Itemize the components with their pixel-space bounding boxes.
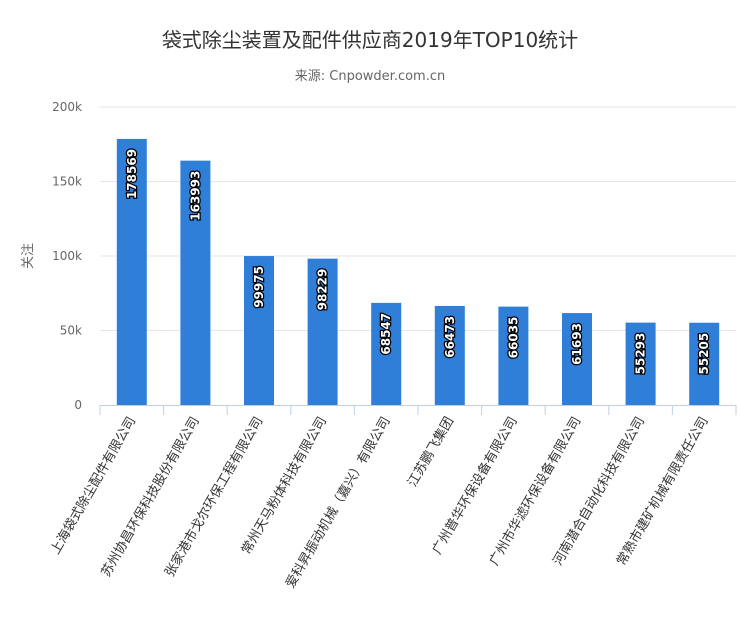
bars [116,138,720,405]
data-label: 163993 [188,171,202,221]
y-axis-label: 关注 [21,243,36,269]
y-tick-label: 150k [52,175,82,189]
data-label: 61693 [570,323,584,365]
y-tick-label: 0 [74,398,82,412]
bar[interactable] [625,322,656,405]
data-label: 66035 [506,317,520,359]
x-axis-ticks: 上海袋式除尘配件有限公司苏州协昌环保科技股份有限公司张家港市戈尔环保工程有限公司… [48,414,711,591]
data-label: 178569 [125,149,139,199]
y-tick-label: 50k [60,324,82,338]
x-axis [99,405,737,415]
bar[interactable] [116,138,147,405]
data-label: 98229 [316,269,330,311]
data-label: 55293 [634,333,648,375]
bar[interactable] [244,256,274,405]
chart-title: 袋式除尘装置及配件供应商2019年TOP10统计 [162,28,578,52]
y-axis-ticks: 0 50k 100k 150k 200k [52,100,82,412]
bar[interactable] [689,322,720,405]
bar[interactable] [307,258,338,405]
data-label: 55205 [697,333,711,375]
data-label: 99975 [252,266,266,308]
data-labels: 178569 163993 99975 98229 68547 66473 66035 616… [124,148,713,376]
x-tick-label: 爱科昇振动机械（嘉兴）有限公司 [283,415,393,591]
chart-subtitle: 来源: Cnpowder.com.cn [295,69,445,84]
bar[interactable] [562,313,592,405]
x-tick-label: 江苏鹏飞集团 [404,414,457,490]
bar[interactable] [371,302,402,405]
bar[interactable] [498,306,529,405]
data-label: 68547 [379,313,393,355]
bar[interactable] [180,160,211,405]
y-tick-label: 100k [52,249,82,263]
data-label: 66473 [443,316,457,358]
y-tick-label: 200k [52,100,82,114]
bar[interactable] [434,305,465,405]
